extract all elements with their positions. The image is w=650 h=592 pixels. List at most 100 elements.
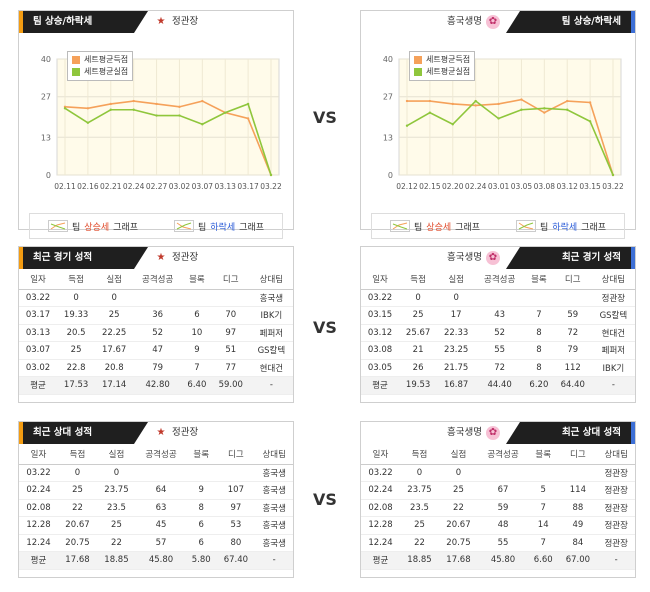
table-cell: 흥국생 <box>255 516 293 535</box>
scored-point <box>497 102 500 106</box>
column-header: 일자 <box>361 444 400 465</box>
table-cell: 45.80 <box>135 551 187 570</box>
vs-label-trend: VS <box>313 108 337 127</box>
legend-scored-label: 세트평균득점 <box>426 55 471 64</box>
table-cell: 45 <box>135 516 187 535</box>
table-cell: 52 <box>475 324 525 342</box>
table-cell <box>477 464 529 482</box>
table-cell: 0 <box>57 289 96 307</box>
right-team-label: 흥국생명 <box>447 16 482 27</box>
table-cell: 97 <box>216 499 256 517</box>
table-cell: 112 <box>553 359 592 377</box>
table-cell: 9 <box>186 481 217 500</box>
table-cell <box>182 289 212 307</box>
legend-swatch-scored <box>72 56 80 64</box>
table-cell: 흥국생 <box>255 499 293 517</box>
table-cell: 43 <box>475 306 525 325</box>
right-trend-header: 흥국생명 ✿ 팀 상승/하락세 <box>361 11 635 33</box>
table-cell: 44.40 <box>475 376 525 395</box>
table-cell: 25 <box>96 516 136 535</box>
scored-point <box>109 102 112 106</box>
table-cell: 6.60 <box>528 551 559 570</box>
column-header: 블록 <box>528 444 559 465</box>
column-header: 득점 <box>399 444 439 465</box>
left-team-name[interactable]: ★ 정관장 <box>154 11 199 33</box>
scored-point <box>405 99 409 103</box>
table-cell: 25 <box>95 306 134 325</box>
x-tick-label: 03.13 <box>214 182 236 191</box>
column-header: 디그 <box>553 269 592 290</box>
x-tick-label: 02.20 <box>442 182 464 191</box>
table-row: 12.24 20.75 22 57 6 80 흥국생 <box>19 534 293 552</box>
table-cell <box>524 289 554 307</box>
left-h2h-panel: 최근 상대 성적 ★ 정관장 일자 득점 실점 공격성공 블록 디그 상대팀 03.22 0 0 흥… <box>18 421 294 578</box>
right-team-name[interactable]: 흥국생명 ✿ <box>447 11 500 33</box>
column-header: 공격성공 <box>133 269 183 290</box>
column-header: 공격성공 <box>135 444 187 465</box>
left-down-graph-key: 팀 하락세 그래프 <box>174 220 264 233</box>
table-header-row: 일자 득점 실점 공격성공 블록 디그 상대팀 <box>361 444 635 465</box>
right-team-name[interactable]: 흥국생명 ✿ <box>447 247 500 269</box>
footer-down-word: 하락세 <box>210 222 236 233</box>
table-cell: 114 <box>558 481 598 500</box>
table-cell: 9 <box>182 341 212 360</box>
table-cell: 6 <box>182 306 212 325</box>
table-cell: 22 <box>96 534 136 552</box>
table-cell: 25 <box>57 341 96 360</box>
left-chart-legend: 세트평균득점 세트평균실점 <box>67 51 134 81</box>
table-cell: 페퍼저 <box>591 341 635 360</box>
column-header: 일자 <box>361 269 400 290</box>
table-cell: 03.22 <box>19 289 58 307</box>
left-recent-table: 일자 득점 실점 공격성공 블록 디그 상대팀 03.22 0 0 흥국생 03.17 19.33 25 3… <box>19 269 293 395</box>
column-header: 공격성공 <box>475 269 525 290</box>
scored-point <box>588 101 592 104</box>
conceded-point <box>109 108 112 111</box>
footer-team-word: 팀 <box>540 222 549 233</box>
left-team-label: 정관장 <box>172 252 199 263</box>
x-tick-label: 02.15 <box>419 182 441 191</box>
legend-swatch-conceded <box>72 68 80 76</box>
column-header: 득점 <box>57 444 97 465</box>
right-h2h-panel: 흥국생명 ✿ 최근 상대 성적 일자 득점 실점 공격성공 블록 디그 상대팀 03.22 0 0… <box>360 421 636 578</box>
column-header: 디그 <box>558 444 598 465</box>
left-team-name[interactable]: ★ 정관장 <box>154 247 199 269</box>
table-cell: 17.53 <box>57 376 96 395</box>
table-cell: 현대건 <box>591 324 635 342</box>
column-header: 실점 <box>437 269 476 290</box>
table-cell: 23.5 <box>96 499 136 517</box>
left-team-name[interactable]: ★ 정관장 <box>154 422 199 444</box>
table-cell: 25.67 <box>399 324 438 342</box>
table-cell: 51 <box>211 341 250 360</box>
left-graph-footer: 팀 상승세 그래프 팀 하락세 그래프 <box>29 213 283 239</box>
table-row: 03.12 25.67 22.33 52 8 72 현대건 <box>361 324 635 342</box>
right-team-name[interactable]: 흥국생명 ✿ <box>447 422 500 444</box>
footer-graph-word: 그래프 <box>239 222 264 233</box>
table-cell: GS칼텍 <box>591 306 635 325</box>
table-cell: 67.00 <box>558 551 598 570</box>
table-row: 02.08 22 23.5 63 8 97 흥국생 <box>19 499 293 517</box>
table-cell: 0 <box>57 464 97 482</box>
table-cell: 22 <box>438 499 478 517</box>
table-cell: 70 <box>211 306 250 325</box>
table-cell: 흥국생 <box>255 481 293 500</box>
vs-label-h2h: VS <box>313 490 337 509</box>
column-header: 득점 <box>399 269 438 290</box>
table-cell: 0 <box>399 464 439 482</box>
table-cell: 02.08 <box>19 499 58 517</box>
scored-series-line <box>64 100 272 176</box>
table-cell: 03.08 <box>361 341 400 360</box>
column-header: 실점 <box>95 269 134 290</box>
column-header: 상대팀 <box>591 269 635 290</box>
table-cell: 14 <box>528 516 559 535</box>
footer-up-word: 상승세 <box>84 222 110 233</box>
right-recent-table: 일자 득점 실점 공격성공 블록 디그 상대팀 03.22 0 0 정관장 03.15 25 17 43 7 5… <box>361 269 635 395</box>
conceded-point <box>520 108 523 111</box>
table-cell: 79 <box>553 341 592 360</box>
scored-point <box>543 111 546 114</box>
table-cell: 현대건 <box>249 359 293 377</box>
table-cell: 72 <box>553 324 592 342</box>
table-cell: 12.28 <box>19 516 58 535</box>
footer-graph-word: 그래프 <box>581 222 606 233</box>
left-team-label: 정관장 <box>172 427 199 438</box>
table-cell: 42.80 <box>133 376 183 395</box>
